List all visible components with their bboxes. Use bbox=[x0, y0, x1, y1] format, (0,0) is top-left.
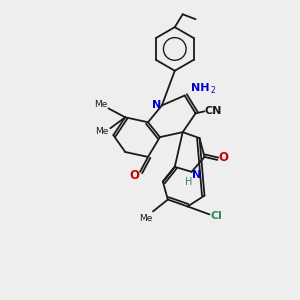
Text: Me: Me bbox=[139, 214, 153, 223]
Text: NH: NH bbox=[191, 82, 210, 93]
Text: Me: Me bbox=[94, 100, 107, 109]
Text: N: N bbox=[192, 170, 201, 180]
Text: Cl: Cl bbox=[210, 212, 222, 221]
Text: CN: CN bbox=[205, 106, 222, 116]
Text: 2: 2 bbox=[210, 86, 215, 95]
Text: O: O bbox=[129, 169, 139, 182]
Text: H: H bbox=[185, 177, 192, 187]
Text: Me: Me bbox=[95, 127, 108, 136]
Text: O: O bbox=[218, 152, 228, 164]
Text: N: N bbox=[152, 100, 162, 110]
